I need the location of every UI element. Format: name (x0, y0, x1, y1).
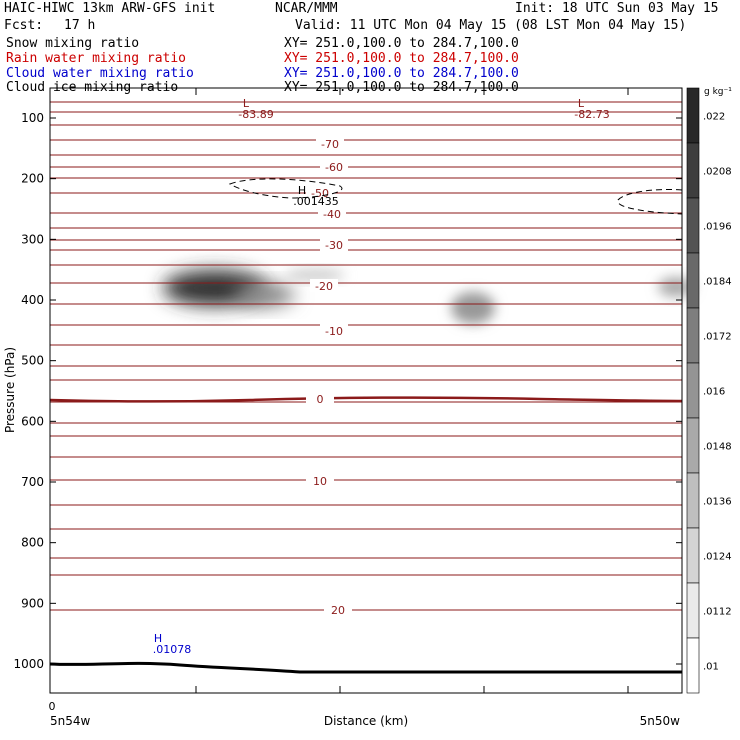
y-axis-title: Pressure (hPa) (3, 347, 17, 433)
isotherm-label-bg (306, 186, 334, 199)
isotherm-label: -30 (325, 239, 343, 252)
y-tick-label: 600 (21, 414, 44, 428)
isotherm-label-bg (324, 603, 352, 616)
isotherm-label: 0 (317, 393, 324, 406)
colorbar-swatch-4 (686, 307, 700, 364)
ice-contour-right (617, 189, 683, 215)
low-value-left: -83.89 (238, 108, 273, 121)
colorbar-tick-label: .0172 (703, 332, 732, 343)
plot-frame (49, 87, 683, 694)
colorbar-tick-label: .0184 (703, 277, 732, 288)
y-tick-label: 200 (21, 172, 44, 186)
low-value-right: -82.73 (574, 108, 609, 121)
organization-label: NCAR/MMM (275, 1, 338, 16)
y-tick-label: 900 (21, 596, 44, 610)
snow-cell-large-edge (235, 283, 295, 307)
colorbar-swatch-0 (686, 87, 700, 144)
ice-high-value: .001435 (293, 195, 339, 208)
isotherm-label: 20 (331, 604, 345, 617)
isotherm-label-bg (320, 324, 348, 337)
ice-contour-left (228, 178, 343, 199)
colorbar-swatch-6 (686, 417, 700, 474)
distance-axis (49, 88, 629, 693)
colorbar-tick-label: .01 (703, 662, 719, 673)
snow-cell-mid (451, 292, 495, 324)
cloud-water-high-value: .01078 (153, 643, 192, 656)
field-xy-rain: XY= 251.0,100.0 to 284.7,100.0 (284, 51, 519, 66)
extrema-labels: L -83.89 L -82.73 H .001435 H .01078 (153, 97, 610, 656)
y-tick-label: 500 (21, 354, 44, 368)
snow-cell-faint (285, 269, 345, 281)
isotherm-label-bg (306, 474, 334, 487)
field-name-rain: Rain water mixing ratio (6, 51, 187, 66)
colorbar-tick-label: .022 (703, 112, 725, 123)
field-xy-cloud-water: XY= 251.0,100.0 to 284.7,100.0 (284, 66, 519, 81)
colorbar-swatch-10 (686, 637, 700, 694)
colorbar: .022 .0208 .0196 .0184 .0172 .016 .0148 .0136 .0… (686, 87, 732, 694)
isotherm-label-bg (316, 137, 344, 150)
valid-time: Valid: 11 UTC Mon 04 May 15 (08 LST Mon … (295, 18, 687, 33)
colorbar-tick-label: .0196 (703, 222, 732, 233)
init-time: Init: 18 UTC Sun 03 May 15 (515, 1, 719, 16)
isotherm-label: -60 (325, 161, 343, 174)
colorbar-tick-label: .0112 (703, 607, 732, 618)
colorbar-tick-label: .0208 (703, 167, 732, 178)
x-zero-label: 0 (49, 700, 56, 713)
y-tick-label: 800 (21, 536, 44, 550)
isotherm-label-bg (306, 392, 334, 405)
colorbar-swatch-9 (686, 582, 700, 639)
field-xy-snow: XY= 251.0,100.0 to 284.7,100.0 (284, 36, 519, 51)
terrain-surface (49, 661, 682, 674)
colorbar-swatch-8 (686, 527, 700, 584)
colorbar-swatch-3 (686, 252, 700, 309)
field-name-cloud-water: Cloud water mixing ratio (6, 66, 194, 81)
ice-high-marker: H (298, 184, 306, 197)
isotherm-label: -70 (321, 138, 339, 151)
isotherm-label-bg (320, 160, 348, 173)
colorbar-unit: g kg⁻¹ (704, 87, 732, 97)
low-marker-right: L (578, 97, 585, 110)
isotherm-zero (49, 396, 683, 403)
x-end-label: 5n50w (640, 714, 681, 728)
colorbar-tick-label: .0136 (703, 497, 732, 508)
isotherm-label: -10 (325, 325, 343, 338)
isotherm-label-bg (318, 207, 346, 220)
forecast-hours: 17 h (64, 18, 96, 33)
isotherm-label: -40 (323, 208, 341, 221)
isotherm-label: -20 (315, 280, 333, 293)
y-tick-label: 300 (21, 232, 44, 246)
colorbar-swatch-1 (686, 142, 700, 199)
y-tick-label: 100 (21, 111, 44, 125)
colorbar-tick-label: .016 (703, 387, 725, 398)
snow-mixing-ratio-shading (163, 269, 694, 324)
snow-cell-right (658, 277, 694, 297)
x-start-label: 5n54w (50, 714, 91, 728)
model-title: HAIC-HIWC 13km ARW-GFS init (4, 1, 216, 16)
colorbar-tick-label: .0124 (703, 552, 732, 563)
y-tick-label: 700 (21, 475, 44, 489)
y-tick-label: 400 (21, 293, 44, 307)
x-axis-title: Distance (km) (324, 714, 408, 728)
forecast-label: Fcst: (4, 18, 44, 33)
cloud-water-high-marker: H (154, 632, 162, 645)
low-marker-left: L (243, 97, 250, 110)
colorbar-swatch-5 (686, 362, 700, 419)
colorbar-swatch-7 (686, 472, 700, 529)
plot-border (49, 87, 683, 694)
y-tick-label: 1000 (13, 657, 44, 671)
colorbar-tick-label: .0148 (703, 442, 732, 453)
field-name-snow: Snow mixing ratio (6, 36, 140, 51)
isotherm-label-bg (310, 279, 338, 292)
isotherm-label-bg (320, 238, 348, 251)
isotherm-label: 10 (313, 475, 327, 488)
colorbar-swatch-2 (686, 197, 700, 254)
